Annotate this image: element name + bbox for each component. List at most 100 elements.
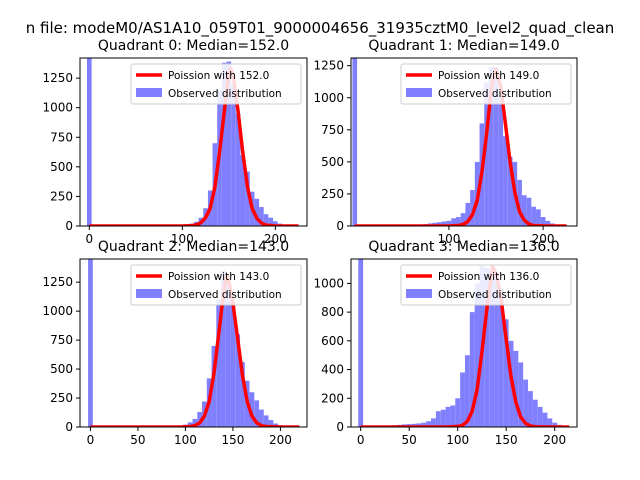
hist-bar [216, 299, 222, 427]
hist-bar [528, 391, 533, 427]
y-tick-label: 1250 [42, 71, 73, 85]
hist-bar [273, 221, 278, 226]
hist-bar [259, 207, 264, 226]
x-tick-label: 150 [221, 433, 244, 447]
hist-bar [523, 379, 529, 427]
x-tick-label: 50 [402, 433, 417, 447]
y-tick-label: 200 [321, 391, 344, 405]
y-tick-label: 1000 [42, 304, 73, 318]
hist-bar [455, 217, 461, 226]
hist-bar [441, 221, 447, 226]
hist-bar [545, 220, 551, 226]
legend-hist-swatch [406, 88, 432, 97]
hist-bar [259, 409, 264, 427]
x-tick-label: 50 [130, 433, 145, 447]
hist-bar [518, 362, 524, 427]
hist-bar [517, 179, 522, 226]
hist-bar-spike [352, 58, 358, 226]
figure-suptitle: n file: modeM0/AS1A10_059T01_9000004656_… [26, 19, 615, 38]
hist-bar [187, 422, 193, 427]
hist-bar [240, 155, 246, 226]
hist-bar [254, 400, 260, 427]
hist-bar-spike [88, 259, 93, 427]
hist-bar [526, 197, 532, 226]
x-tick-label: 200 [543, 433, 566, 447]
hist-bar [513, 350, 519, 427]
y-tick-label: 1000 [313, 91, 344, 105]
hist-bar [464, 355, 470, 427]
x-tick-label: 0 [357, 433, 365, 447]
hist-bar [470, 190, 475, 226]
hist-bar [474, 283, 480, 427]
hist-bar-spike [358, 259, 364, 427]
y-tick-label: 500 [321, 155, 344, 169]
subplots-grid: Quadrant 0: Median=152.00 100 200025050075… [42, 38, 578, 447]
hist-bar [437, 222, 442, 226]
hist-bar [226, 61, 232, 226]
hist-bar [503, 136, 508, 226]
hist-bar [249, 392, 255, 427]
hist-bar [465, 202, 471, 226]
subplot-title: Quadrant 3: Median=136.0 [368, 239, 559, 255]
hist-bar [494, 271, 499, 427]
hist-bar [455, 398, 461, 427]
y-tick-label: 600 [321, 334, 344, 348]
legend-curve-label: Poission with 149.0 [438, 70, 539, 82]
legend-hist-label: Observed distribution [438, 88, 552, 100]
y-tick-label: 400 [321, 363, 344, 377]
legend-box [400, 63, 572, 105]
y-tick-label: 0 [65, 219, 73, 233]
x-tick-label: 100 [446, 433, 469, 447]
hist-bar [445, 406, 451, 427]
legend: Poission with 136.0 Observed distribution [400, 264, 572, 306]
hist-bar [488, 66, 494, 226]
y-tick-label: 250 [50, 189, 73, 203]
legend-curve-label: Poission with 143.0 [168, 271, 269, 283]
subplot-title: Quadrant 0: Median=152.0 [98, 38, 289, 54]
y-tick-label: 250 [50, 391, 73, 405]
x-tick-label: 100 [171, 232, 194, 246]
hist-bar [426, 421, 432, 427]
x-tick-label: 0 [85, 232, 93, 246]
hist-bar [451, 218, 456, 226]
axes-frame [350, 258, 578, 428]
hist-bar [521, 195, 527, 226]
axes-frame [350, 57, 578, 227]
y-tick-label: 500 [50, 160, 73, 174]
legend-hist-label: Observed distribution [168, 289, 282, 301]
legend-hist-label: Observed distribution [438, 289, 552, 301]
y-tick-label: 1000 [313, 276, 344, 290]
hist-bar [537, 406, 543, 427]
hist-bar [493, 66, 499, 226]
hist-bar [197, 411, 203, 427]
y-tick-label: 0 [336, 420, 344, 434]
hist-bar [542, 412, 548, 427]
hist-bar [268, 217, 274, 226]
subplot-quadrant-3: Quadrant 3: Median=136.0 0 50 100 150 200 0 200… [313, 239, 578, 447]
x-tick-label: 150 [495, 433, 518, 447]
hist-bar [192, 418, 198, 427]
subplot-quadrant-1: Quadrant 1: Median=149.0 100 200 0 250 500 750… [313, 38, 578, 246]
hist-bar [498, 97, 504, 226]
hist-bar [225, 278, 231, 427]
legend-hist-swatch [406, 289, 432, 298]
hist-bar [489, 269, 495, 427]
y-tick-label: 250 [321, 187, 344, 201]
legend-curve-label: Poission with 152.0 [168, 70, 269, 82]
hist-bar [531, 206, 537, 226]
axes-frame [79, 57, 308, 227]
y-tick-label: 1000 [42, 101, 73, 115]
hist-bar [460, 213, 466, 226]
legend-hist-swatch [136, 88, 162, 97]
subplot-quadrant-2: Quadrant 2: Median=143.0 0 50 100 150 200 0 250… [42, 239, 308, 447]
hist-bar [431, 418, 436, 427]
x-tick-label: 100 [174, 433, 197, 447]
hist-bar [460, 372, 465, 427]
hist-bar [536, 209, 541, 226]
hist-bar [231, 84, 236, 226]
hist-bar [240, 362, 245, 427]
legend: Poission with 143.0 Observed distribution [130, 264, 302, 306]
hist-bar [484, 267, 490, 427]
hist-bar [507, 156, 513, 226]
